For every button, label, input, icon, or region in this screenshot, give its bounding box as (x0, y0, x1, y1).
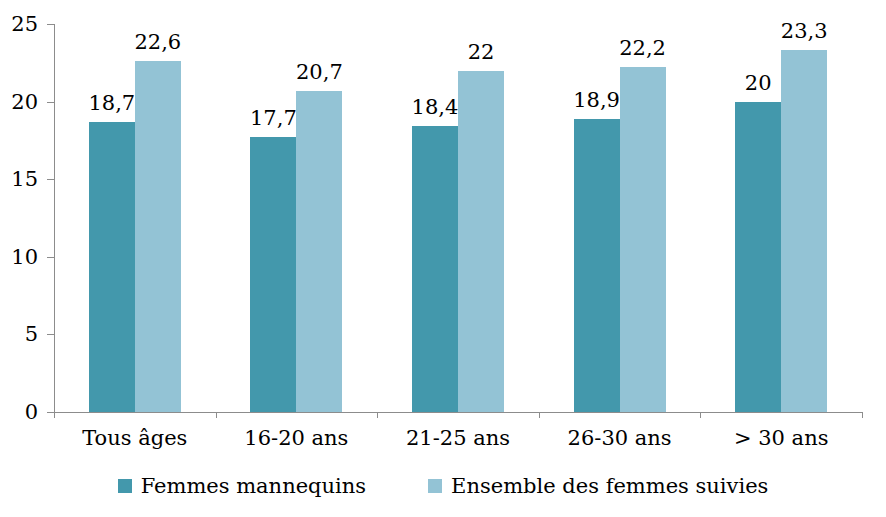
y-tick-mark (47, 179, 54, 180)
x-axis-label: > 30 ans (700, 426, 862, 450)
bar (250, 137, 296, 412)
bar (574, 119, 620, 412)
x-axis-label: Tous âges (54, 426, 216, 450)
bar (135, 61, 181, 412)
bar-value-label: 22,2 (600, 36, 686, 60)
x-tick-mark (539, 412, 540, 418)
y-tick-label: 0 (0, 400, 38, 424)
y-tick-label: 15 (0, 167, 38, 191)
y-tick-mark (47, 24, 54, 25)
y-tick-mark (47, 257, 54, 258)
y-tick-label: 20 (0, 90, 38, 114)
y-tick-mark (47, 334, 54, 335)
y-tick-label: 25 (0, 12, 38, 36)
bar-value-label: 22 (438, 40, 524, 64)
legend-label: Femmes mannequins (141, 474, 366, 498)
y-tick-mark (47, 102, 54, 103)
y-tick-label: 10 (0, 245, 38, 269)
x-axis-label: 21-25 ans (377, 426, 539, 450)
y-axis-line (54, 24, 55, 412)
x-tick-mark (862, 412, 863, 418)
legend-swatch-icon (118, 479, 132, 493)
x-axis-label: 26-30 ans (539, 426, 701, 450)
legend-swatch-icon (428, 479, 442, 493)
legend-label: Ensemble des femmes suivies (451, 474, 768, 498)
bar-value-label: 22,6 (115, 30, 201, 54)
bar (89, 122, 135, 412)
x-axis-line (54, 412, 862, 413)
x-axis-label: 16-20 ans (216, 426, 378, 450)
bar (735, 102, 781, 412)
bar-value-label: 20,7 (276, 60, 362, 84)
x-tick-mark (216, 412, 217, 418)
y-axis-labels: 0 5 10 15 20 25 (0, 0, 38, 517)
legend-item: Ensemble des femmes suivies (428, 474, 768, 498)
x-tick-mark (54, 412, 55, 418)
x-tick-mark (700, 412, 701, 418)
legend: Femmes mannequins Ensemble des femmes sui… (0, 474, 886, 498)
bar-chart: 0510152025 18,722,617,720,718,42218,922,… (0, 0, 886, 517)
x-tick-mark (377, 412, 378, 418)
bar (296, 91, 342, 412)
legend-item: Femmes mannequins (118, 474, 366, 498)
bar (458, 71, 504, 412)
bar (412, 126, 458, 412)
bar-value-label: 23,3 (761, 19, 847, 43)
y-tick-mark (47, 412, 54, 413)
bar (781, 50, 827, 412)
y-tick-label: 5 (0, 322, 38, 346)
bar (620, 67, 666, 412)
